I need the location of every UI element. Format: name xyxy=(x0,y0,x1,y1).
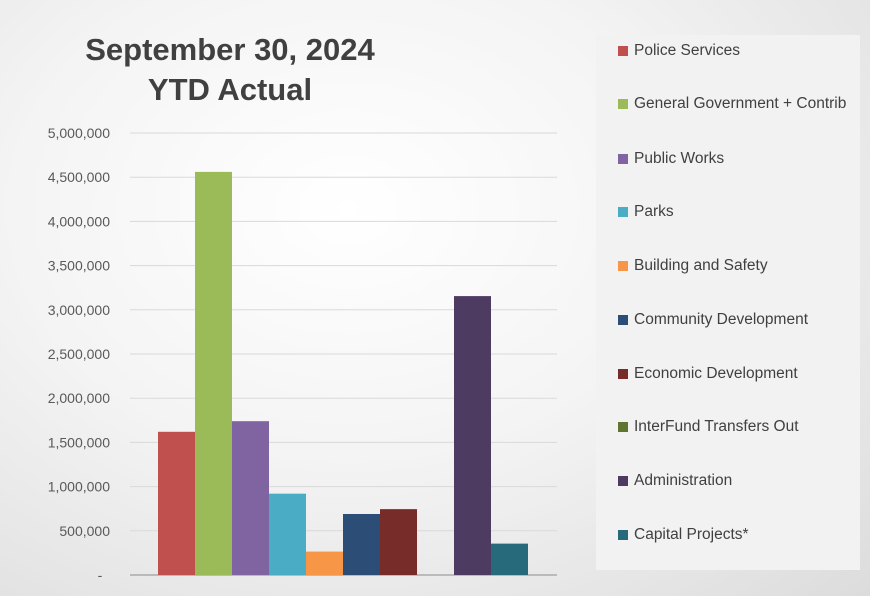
legend-label: Police Services xyxy=(634,42,740,59)
bar-administration xyxy=(454,296,491,575)
legend-item: Parks xyxy=(618,201,849,223)
legend-label: Administration xyxy=(634,472,733,489)
legend-item: Community Development xyxy=(618,309,849,331)
legend-item: Building and Safety xyxy=(618,255,849,277)
bars xyxy=(158,171,528,575)
bar-building-and-safety xyxy=(306,551,343,575)
legend-swatch xyxy=(618,422,628,432)
legend-label: Building and Safety xyxy=(634,257,768,274)
chart-subtitle-line: YTD Actual xyxy=(147,72,313,107)
y-tick-label: 1,500,000 xyxy=(48,434,110,450)
y-tick-labels: - 500,000 1,000,000 1,500,000 2,000,000 2,500… xyxy=(48,125,111,583)
legend-item: Capital Projects* xyxy=(618,524,849,546)
y-tick-label: 2,500,000 xyxy=(48,346,110,362)
y-tick-label: 4,000,000 xyxy=(48,213,110,229)
y-tick-label: - xyxy=(98,567,103,583)
legend-item: General Government + Contrib xyxy=(618,93,849,115)
y-tick-label: 2,000,000 xyxy=(48,390,110,406)
y-tick-label: 1,000,000 xyxy=(48,479,110,495)
legend-item: InterFund Transfers Out xyxy=(618,416,849,438)
bar-general-government-contrib xyxy=(195,171,232,575)
bar-capital-projects xyxy=(491,543,528,575)
y-tick-label: 3,000,000 xyxy=(48,302,110,318)
bar-parks xyxy=(269,493,306,575)
legend-label: Community Development xyxy=(634,311,809,328)
legend-swatch xyxy=(618,207,628,217)
legend-swatch xyxy=(618,154,628,164)
chart-title-line: September 30, 2024 xyxy=(85,32,375,67)
legend-label: Parks xyxy=(634,203,674,220)
legend-swatch xyxy=(618,99,628,109)
legend-item: Economic Development xyxy=(618,363,849,385)
y-tick-label: 500,000 xyxy=(59,523,110,539)
legend-item: Police Services xyxy=(618,40,849,62)
bar-public-works xyxy=(232,421,269,575)
y-tick-label: 5,000,000 xyxy=(48,125,110,141)
legend-swatch xyxy=(618,315,628,325)
legend-swatch xyxy=(618,530,628,540)
legend-swatch xyxy=(618,369,628,379)
legend-item: Public Works xyxy=(618,148,849,170)
legend-label: Capital Projects* xyxy=(634,526,749,543)
bar-community-development xyxy=(343,514,380,575)
y-tick-label: 3,500,000 xyxy=(48,258,110,274)
legend-swatch xyxy=(618,261,628,271)
legend-item: Administration xyxy=(618,470,849,492)
legend-swatch xyxy=(618,476,628,486)
chart-title: September 30, 2024 YTD Actual xyxy=(40,30,420,110)
legend-label: InterFund Transfers Out xyxy=(634,418,799,435)
bar-police-services xyxy=(158,431,195,575)
legend-label: Public Works xyxy=(634,150,725,167)
legend: Police Services General Government + Cont… xyxy=(596,35,860,570)
legend-label: General Government + Contrib xyxy=(634,95,847,112)
legend-swatch xyxy=(618,46,628,56)
y-tick-label: 4,500,000 xyxy=(48,169,110,185)
bar-economic-development xyxy=(380,509,417,575)
legend-label: Economic Development xyxy=(634,365,798,382)
